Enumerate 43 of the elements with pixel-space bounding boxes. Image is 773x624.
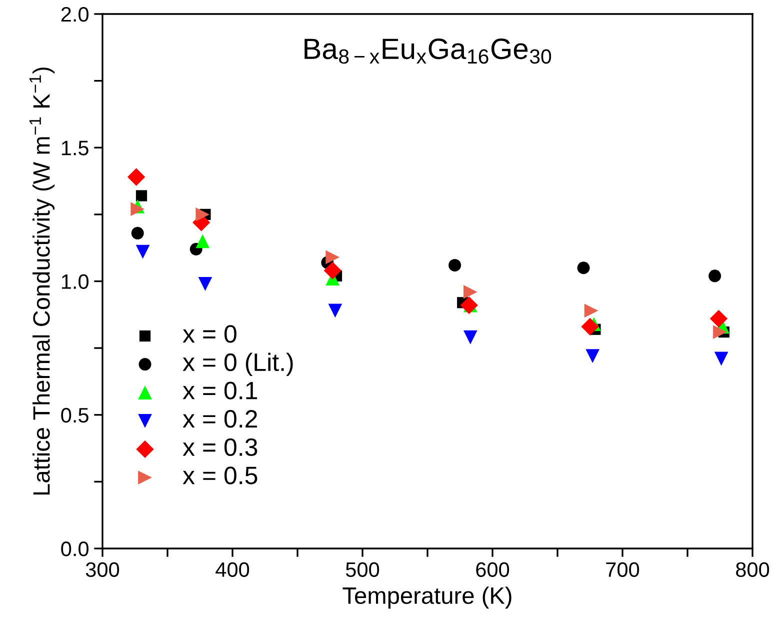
legend-label: x = 0.1 — [182, 382, 258, 400]
point — [581, 318, 599, 336]
point — [463, 330, 478, 344]
x-tick-label: 800 — [736, 562, 770, 577]
point — [324, 262, 342, 280]
x-tick-label: 700 — [606, 562, 640, 577]
y-tick-label: 0.0 — [61, 542, 88, 556]
point — [196, 207, 210, 222]
y-tick-label: 0.5 — [61, 408, 88, 423]
x-tick-label: 300 — [86, 562, 120, 577]
point — [460, 296, 478, 314]
legend-label: x = 0 — [182, 325, 236, 343]
x-tick-label: 600 — [476, 562, 510, 577]
y-tick-label: 1.5 — [62, 140, 88, 156]
legend-label: x = 0 (Lit.) — [182, 352, 293, 376]
point — [713, 325, 727, 339]
legend-label: x = 0.3 — [182, 438, 258, 456]
point — [131, 226, 144, 240]
point — [196, 234, 210, 248]
point — [127, 168, 146, 186]
x-tick-label: 500 — [346, 562, 380, 577]
point — [136, 190, 148, 202]
point — [136, 244, 150, 259]
x-axis-title: Temperature (K) — [342, 586, 512, 609]
text: Ba$_{8−x}$Eu$_{x}$Ga$_{16}$Ge$_{30}$ — [304, 38, 552, 64]
point — [577, 262, 590, 274]
legend-label: x = 0.2 — [182, 410, 257, 428]
point — [328, 304, 342, 318]
point — [463, 284, 478, 299]
y-tick-label: 2.0 — [61, 7, 88, 22]
y-tick-label: 1.0 — [62, 274, 88, 290]
point — [198, 276, 212, 291]
point — [714, 352, 728, 366]
point — [710, 310, 728, 328]
point — [708, 270, 722, 282]
x-tick-label: 400 — [216, 562, 250, 577]
y-axis-title: Lattice Thermal Conductivity (W m$^{−1}$ K$^{−1}$) — [30, 68, 55, 495]
point — [130, 202, 145, 216]
point — [584, 304, 598, 318]
point — [586, 349, 600, 364]
point — [326, 250, 340, 264]
legend-label: x = 0.5 — [182, 466, 258, 484]
point — [448, 258, 462, 272]
